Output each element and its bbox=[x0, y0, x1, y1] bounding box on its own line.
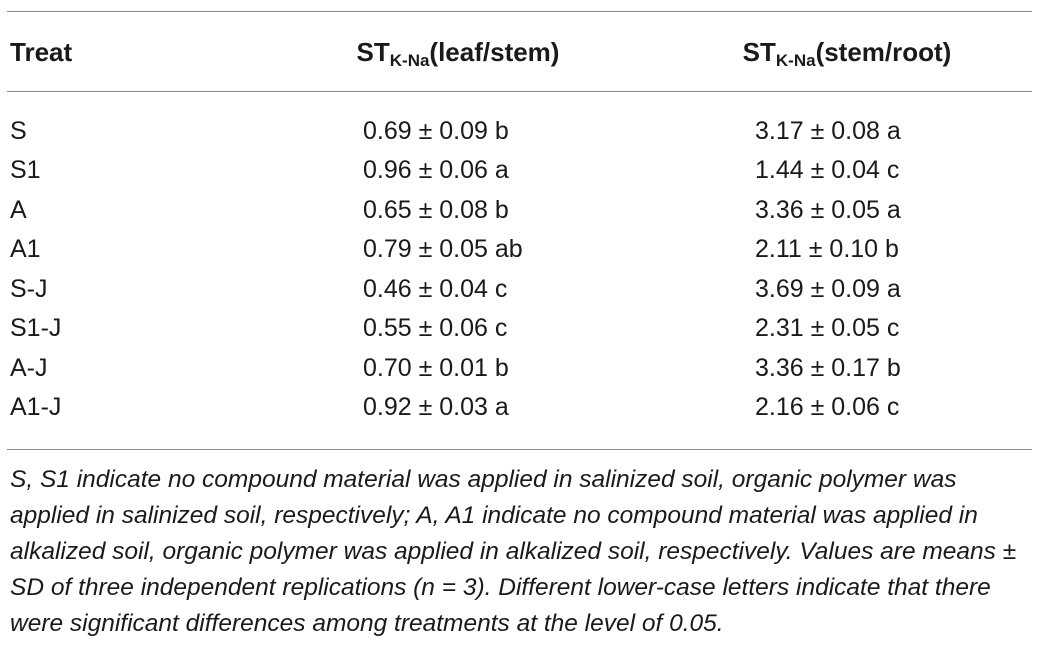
cell-treat: A bbox=[10, 196, 27, 224]
cell-treat: S1 bbox=[10, 156, 41, 184]
header-treat: Treat bbox=[10, 37, 73, 67]
cell-stem-root: 2.31 ± 0.05 c bbox=[755, 314, 900, 342]
header-st-stem-root-tail: (stem/root) bbox=[815, 37, 952, 67]
cell-treat: S bbox=[10, 117, 27, 145]
cell-leaf-stem: 0.70 ± 0.01 b bbox=[363, 354, 509, 382]
cell-leaf-stem: 0.69 ± 0.09 b bbox=[363, 117, 509, 145]
cell-treat: A1-J bbox=[10, 393, 62, 421]
cell-stem-root: 3.36 ± 0.05 a bbox=[755, 196, 901, 224]
table-row: A 0.65 ± 0.08 b 3.36 ± 0.05 a bbox=[0, 191, 1041, 230]
table-row: S1 0.96 ± 0.06 a 1.44 ± 0.04 c bbox=[0, 151, 1041, 190]
cell-treat: S1-J bbox=[10, 314, 62, 342]
header-st-leaf-stem-subscript: K-Na bbox=[389, 51, 430, 70]
cell-treat: S-J bbox=[10, 275, 48, 303]
table-row: A1 0.79 ± 0.05 ab 2.11 ± 0.10 b bbox=[0, 230, 1041, 269]
cell-leaf-stem: 0.92 ± 0.03 a bbox=[363, 393, 509, 421]
cell-treat: A-J bbox=[10, 354, 48, 382]
cell-stem-root: 2.11 ± 0.10 b bbox=[755, 235, 899, 263]
cell-stem-root: 2.16 ± 0.06 c bbox=[755, 393, 900, 421]
table-row: S1-J 0.55 ± 0.06 c 2.31 ± 0.05 c bbox=[0, 309, 1041, 348]
header-st-leaf-stem: STK-Na(leaf/stem) bbox=[323, 36, 593, 70]
table-row: A-J 0.70 ± 0.01 b 3.36 ± 0.17 b bbox=[0, 349, 1041, 388]
cell-leaf-stem: 0.55 ± 0.06 c bbox=[363, 314, 508, 342]
table-footnote: S, S1 indicate no compound material was … bbox=[10, 466, 1017, 637]
table-row: A1-J 0.92 ± 0.03 a 2.16 ± 0.06 c bbox=[0, 388, 1041, 427]
table-top-rule bbox=[7, 11, 1032, 12]
header-st-leaf-stem-main: ST bbox=[356, 37, 390, 67]
table-bottom-rule bbox=[7, 449, 1032, 450]
header-st-stem-root-main: ST bbox=[742, 37, 776, 67]
cell-stem-root: 3.17 ± 0.08 a bbox=[755, 117, 901, 145]
cell-leaf-stem: 0.46 ± 0.04 c bbox=[363, 275, 508, 303]
cell-stem-root: 3.36 ± 0.17 b bbox=[755, 354, 901, 382]
cell-leaf-stem: 0.79 ± 0.05 ab bbox=[363, 235, 523, 263]
cell-leaf-stem: 0.65 ± 0.08 b bbox=[363, 196, 509, 224]
cell-stem-root: 1.44 ± 0.04 c bbox=[755, 156, 900, 184]
header-st-leaf-stem-tail: (leaf/stem) bbox=[429, 37, 560, 67]
cell-leaf-stem: 0.96 ± 0.06 a bbox=[363, 156, 509, 184]
header-st-stem-root: STK-Na(stem/root) bbox=[707, 36, 987, 70]
cell-treat: A1 bbox=[10, 235, 41, 263]
table-row: S-J 0.46 ± 0.04 c 3.69 ± 0.09 a bbox=[0, 270, 1041, 309]
header-st-stem-root-subscript: K-Na bbox=[775, 51, 816, 70]
table-row: S 0.69 ± 0.09 b 3.17 ± 0.08 a bbox=[0, 112, 1041, 151]
cell-stem-root: 3.69 ± 0.09 a bbox=[755, 275, 901, 303]
table-header-rule bbox=[7, 91, 1032, 92]
